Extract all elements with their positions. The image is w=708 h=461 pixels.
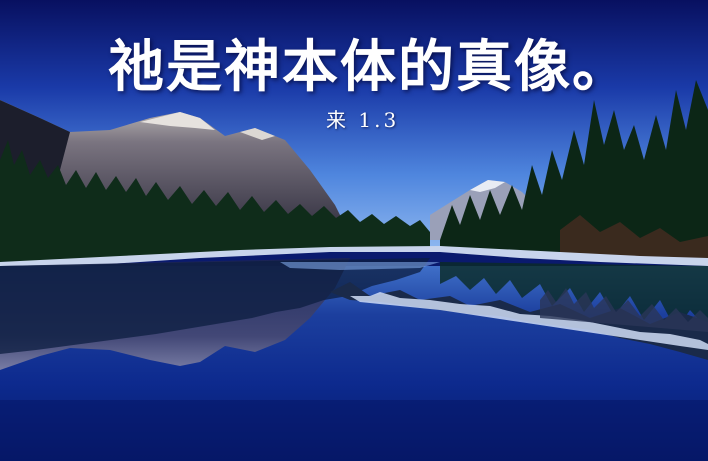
scripture-reference: 来 1.3 <box>326 108 400 132</box>
slide-title: 祂是神本体的真像。 <box>108 35 630 100</box>
